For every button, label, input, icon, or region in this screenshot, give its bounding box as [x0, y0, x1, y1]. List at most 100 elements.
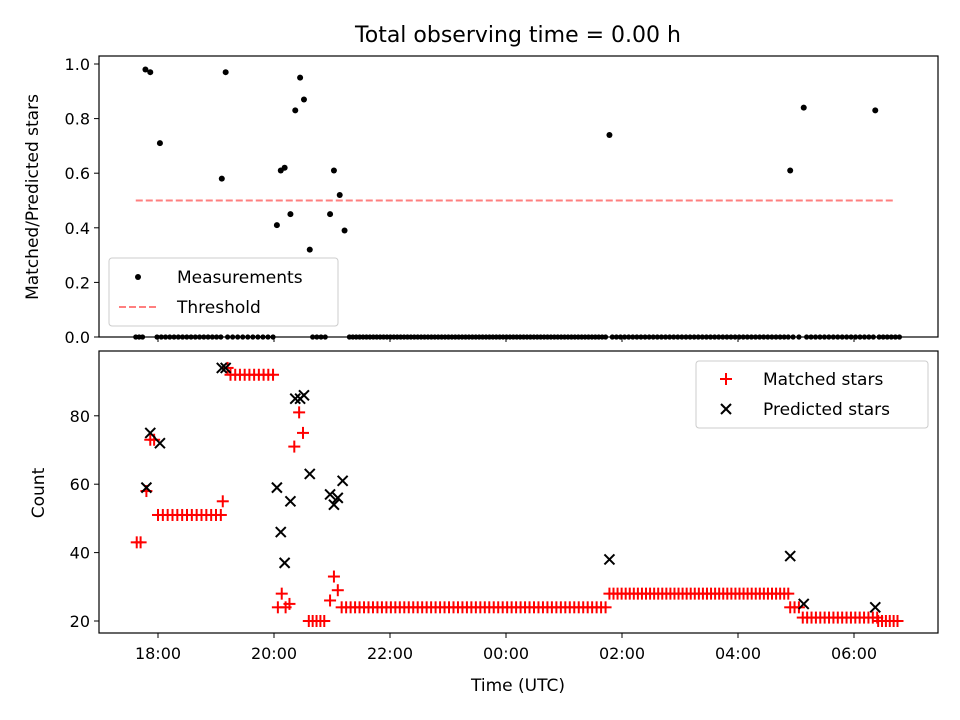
measurement-point [281, 164, 288, 171]
bottom-axes-frame [98, 350, 939, 634]
x-axis-label: Time (UTC) [470, 676, 565, 696]
measurement-point [800, 104, 807, 111]
predicted-point [603, 553, 616, 566]
measurement-point [300, 96, 307, 103]
predicted-point-b [324, 488, 336, 501]
measurement-point [287, 211, 294, 218]
predicted-point [336, 475, 349, 487]
legend-measurements-label: Measurements [177, 268, 303, 288]
predicted-point-b [332, 492, 344, 504]
bottom-x-ticks: 18:00 20:00 22:00 00:00 02:00 04:00 06:00 [135, 633, 877, 663]
top-y-tick-label: 0.2 [65, 273, 90, 292]
bottom-y-tick-label: 40 [70, 544, 90, 563]
measurement-point [606, 131, 613, 138]
top-y-axis-label: Matched/Predicted stars [23, 94, 43, 300]
top-axes-frame [98, 55, 939, 338]
predicted-point [219, 362, 232, 374]
predicted-point-b [219, 362, 232, 374]
measurement-point [330, 167, 337, 174]
predicted-point-b [289, 392, 301, 405]
matched-point [324, 594, 337, 607]
bottom-x-tick-label: 06:00 [831, 644, 877, 663]
predicted-point [304, 468, 316, 480]
predicted-point [289, 392, 301, 405]
predicted-point-b [328, 499, 340, 511]
matched-point [214, 508, 227, 521]
bottom-y-tick-label: 20 [70, 612, 90, 631]
predicted-point-b [304, 468, 316, 480]
matched-point [134, 536, 147, 549]
top-legend-box [108, 257, 339, 327]
predicted-point-b [603, 553, 616, 566]
bottom-x-tick-label: 18:00 [135, 644, 181, 663]
predicted-point [798, 598, 810, 610]
matched-point [293, 406, 306, 419]
measurement-point [147, 69, 154, 76]
bottom-panel: 20 40 60 80 18:00 20:00 22:00 00:00 02:00 04:00 0… [29, 350, 939, 696]
bottom-y-tick-label: 60 [70, 475, 90, 494]
measurement-point [327, 211, 334, 218]
measurement-point [156, 140, 163, 147]
matched-point [318, 615, 331, 627]
measurement-point [292, 107, 299, 114]
measurement-point [341, 227, 348, 234]
predicted-point [298, 389, 310, 401]
predicted-point [144, 427, 156, 439]
matched-point [331, 584, 344, 597]
predicted-point [784, 550, 796, 562]
matched-point [297, 426, 309, 439]
bottom-legend-box [695, 360, 929, 429]
matched-point [221, 361, 234, 374]
bottom-x-tick-label: 22:00 [367, 644, 413, 663]
predicted-point-b [784, 550, 796, 562]
legend-matched-marker [720, 373, 732, 385]
top-legend: Measurements Threshold [108, 257, 339, 327]
bottom-y-ticks: 20 40 60 80 [70, 407, 99, 631]
predicted-point-b [869, 601, 881, 614]
measurement-point [222, 69, 229, 76]
top-x-ticks [157, 337, 855, 342]
top-y-tick-label: 0.6 [65, 164, 90, 183]
top-y-tick-label: 1.0 [65, 55, 90, 74]
top-y-ticks: 0.0 0.2 0.4 0.6 0.8 1.0 [65, 55, 99, 347]
predicted-point [154, 437, 166, 449]
matched-point [288, 440, 301, 453]
bottom-marks [130, 361, 904, 627]
bottom-x-tick-label: 02:00 [599, 644, 645, 663]
legend-matched-label: Matched stars [763, 370, 883, 390]
matched-point [327, 570, 340, 583]
bottom-x-tick-label: 04:00 [715, 644, 761, 663]
predicted-point-b [278, 557, 291, 569]
legend-predicted-marker [720, 403, 732, 415]
measurement-point [336, 192, 343, 199]
predicted-point [216, 362, 228, 374]
matched-point [891, 615, 904, 627]
top-y-tick-label: 0.4 [65, 219, 90, 238]
predicted-point-b [144, 427, 156, 439]
bottom-y-tick-label: 80 [70, 407, 90, 426]
legend-predicted-label: Predicted stars [763, 400, 890, 420]
predicted-point-b [271, 481, 283, 494]
matched-point [267, 368, 280, 381]
predicted-point-b [275, 526, 287, 538]
predicted-point [275, 526, 287, 538]
predicted-point [271, 481, 283, 494]
predicted-point-b [284, 495, 297, 508]
predicted-point-b [140, 481, 153, 494]
matched-point [599, 601, 612, 614]
predicted-point [284, 495, 297, 508]
predicted-point [140, 481, 153, 494]
predicted-point [332, 492, 344, 504]
top-panel: 0.0 0.2 0.4 0.6 0.8 1.0 Matched/Predicted sta… [23, 55, 939, 347]
matched-point [275, 587, 288, 600]
measurement-point [273, 222, 280, 229]
predicted-point [324, 488, 336, 501]
legend-threshold-label: Threshold [176, 298, 261, 318]
bottom-legend: Matched stars Predicted stars [695, 360, 929, 429]
measurement-point [872, 107, 879, 114]
measurement-point [787, 167, 794, 174]
matched-point [216, 495, 229, 508]
top-y-tick-label: 0.0 [65, 328, 90, 347]
predicted-point-b [216, 362, 228, 374]
